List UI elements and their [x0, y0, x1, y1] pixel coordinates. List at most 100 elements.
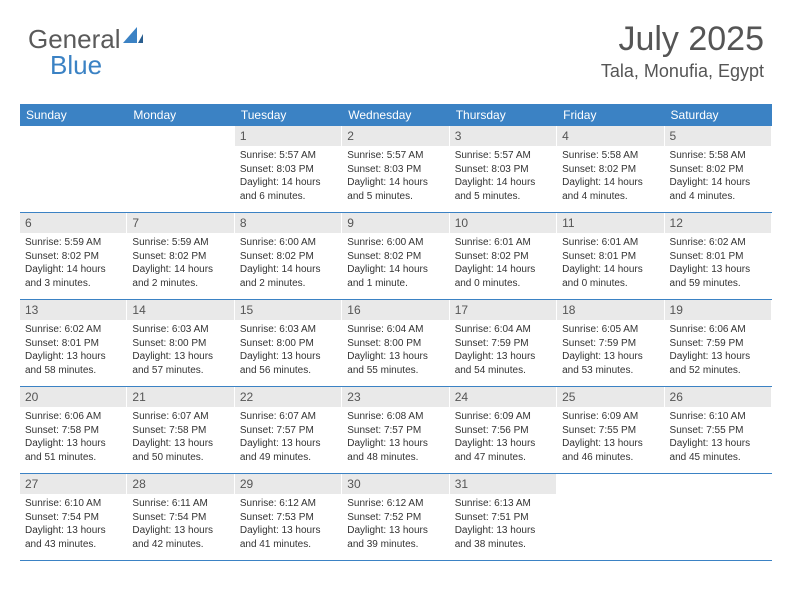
sunset-text: Sunset: 7:58 PM — [132, 424, 228, 438]
day-number: 5 — [665, 126, 771, 146]
day-number: 18 — [557, 300, 663, 320]
sunrise-text: Sunrise: 5:58 AM — [562, 149, 658, 163]
sunrise-text: Sunrise: 6:08 AM — [347, 410, 443, 424]
day-cell: 10Sunrise: 6:01 AMSunset: 8:02 PMDayligh… — [450, 213, 557, 299]
day-number: 21 — [127, 387, 233, 407]
day-cell: 31Sunrise: 6:13 AMSunset: 7:51 PMDayligh… — [450, 474, 557, 560]
daylight-text: Daylight: 13 hours and 46 minutes. — [562, 437, 658, 464]
day-body: Sunrise: 5:58 AMSunset: 8:02 PMDaylight:… — [665, 146, 771, 207]
day-body: Sunrise: 6:10 AMSunset: 7:55 PMDaylight:… — [665, 407, 771, 468]
sunrise-text: Sunrise: 5:57 AM — [347, 149, 443, 163]
daylight-text: Daylight: 13 hours and 47 minutes. — [455, 437, 551, 464]
day-number: 6 — [20, 213, 126, 233]
day-cell: 30Sunrise: 6:12 AMSunset: 7:52 PMDayligh… — [342, 474, 449, 560]
empty-cell — [665, 474, 772, 560]
day-body: Sunrise: 6:01 AMSunset: 8:01 PMDaylight:… — [557, 233, 663, 294]
daylight-text: Daylight: 13 hours and 43 minutes. — [25, 524, 121, 551]
day-body: Sunrise: 6:05 AMSunset: 7:59 PMDaylight:… — [557, 320, 663, 381]
weeks-container: 1Sunrise: 5:57 AMSunset: 8:03 PMDaylight… — [20, 126, 772, 561]
sunset-text: Sunset: 8:03 PM — [347, 163, 443, 177]
sunrise-text: Sunrise: 6:10 AM — [25, 497, 121, 511]
location: Tala, Monufia, Egypt — [601, 61, 764, 82]
day-cell: 14Sunrise: 6:03 AMSunset: 8:00 PMDayligh… — [127, 300, 234, 386]
day-cell: 5Sunrise: 5:58 AMSunset: 8:02 PMDaylight… — [665, 126, 772, 212]
daylight-text: Daylight: 14 hours and 2 minutes. — [132, 263, 228, 290]
sunset-text: Sunset: 8:02 PM — [455, 250, 551, 264]
sunrise-text: Sunrise: 6:09 AM — [562, 410, 658, 424]
sunset-text: Sunset: 7:55 PM — [562, 424, 658, 438]
sunrise-text: Sunrise: 6:09 AM — [455, 410, 551, 424]
sunrise-text: Sunrise: 6:04 AM — [455, 323, 551, 337]
day-cell: 9Sunrise: 6:00 AMSunset: 8:02 PMDaylight… — [342, 213, 449, 299]
sunset-text: Sunset: 8:02 PM — [670, 163, 766, 177]
day-number: 10 — [450, 213, 556, 233]
day-number: 14 — [127, 300, 233, 320]
day-cell: 25 Sunrise: 6:09 AMSunset: 7:55 PMDayligh… — [557, 387, 664, 473]
day-number: 26 — [665, 387, 771, 407]
daylight-text: Daylight: 13 hours and 59 minutes. — [670, 263, 766, 290]
day-cell: 2Sunrise: 5:57 AMSunset: 8:03 PMDaylight… — [342, 126, 449, 212]
daylight-text: Daylight: 14 hours and 6 minutes. — [240, 176, 336, 203]
sunrise-text: Sunrise: 6:11 AM — [132, 497, 228, 511]
sunrise-text: Sunrise: 5:59 AM — [25, 236, 121, 250]
sunrise-text: Sunrise: 6:02 AM — [670, 236, 766, 250]
day-body: Sunrise: 6:03 AMSunset: 8:00 PMDaylight:… — [127, 320, 233, 381]
sunset-text: Sunset: 8:02 PM — [132, 250, 228, 264]
day-body: Sunrise: 6:10 AMSunset: 7:54 PMDaylight:… — [20, 494, 126, 555]
daylight-text: Daylight: 14 hours and 0 minutes. — [562, 263, 658, 290]
daylight-text: Daylight: 13 hours and 57 minutes. — [132, 350, 228, 377]
day-cell: 4Sunrise: 5:58 AMSunset: 8:02 PMDaylight… — [557, 126, 664, 212]
sunset-text: Sunset: 7:59 PM — [455, 337, 551, 351]
day-cell: 23Sunrise: 6:08 AMSunset: 7:57 PMDayligh… — [342, 387, 449, 473]
day-number: 29 — [235, 474, 341, 494]
day-number: 13 — [20, 300, 126, 320]
day-cell: 7 Sunrise: 5:59 AMSunset: 8:02 PMDaylight… — [127, 213, 234, 299]
day-number: 23 — [342, 387, 448, 407]
daylight-text: Daylight: 13 hours and 55 minutes. — [347, 350, 443, 377]
daylight-text: Daylight: 14 hours and 1 minute. — [347, 263, 443, 290]
day-number: 2 — [342, 126, 448, 146]
sunset-text: Sunset: 7:58 PM — [25, 424, 121, 438]
day-cell: 12Sunrise: 6:02 AMSunset: 8:01 PMDayligh… — [665, 213, 772, 299]
daylight-text: Daylight: 13 hours and 53 minutes. — [562, 350, 658, 377]
daylight-text: Daylight: 13 hours and 45 minutes. — [670, 437, 766, 464]
day-number: 7 — [127, 213, 233, 233]
day-cell: 19Sunrise: 6:06 AMSunset: 7:59 PMDayligh… — [665, 300, 772, 386]
sunrise-text: Sunrise: 5:59 AM — [132, 236, 228, 250]
daylight-text: Daylight: 14 hours and 4 minutes. — [670, 176, 766, 203]
sunrise-text: Sunrise: 6:01 AM — [562, 236, 658, 250]
sunset-text: Sunset: 8:00 PM — [132, 337, 228, 351]
daylight-text: Daylight: 14 hours and 0 minutes. — [455, 263, 551, 290]
day-cell: 11Sunrise: 6:01 AMSunset: 8:01 PMDayligh… — [557, 213, 664, 299]
day-cell: 16Sunrise: 6:04 AMSunset: 8:00 PMDayligh… — [342, 300, 449, 386]
weekday-saturday: Saturday — [665, 104, 772, 126]
daylight-text: Daylight: 13 hours and 54 minutes. — [455, 350, 551, 377]
logo-text-blue-wrap: Blue — [50, 50, 102, 81]
day-cell: 13Sunrise: 6:02 AMSunset: 8:01 PMDayligh… — [20, 300, 127, 386]
daylight-text: Daylight: 13 hours and 58 minutes. — [25, 350, 121, 377]
sunset-text: Sunset: 7:59 PM — [670, 337, 766, 351]
daylight-text: Daylight: 13 hours and 42 minutes. — [132, 524, 228, 551]
day-body: Sunrise: 6:06 AMSunset: 7:59 PMDaylight:… — [665, 320, 771, 381]
sunrise-text: Sunrise: 6:07 AM — [240, 410, 336, 424]
sunrise-text: Sunrise: 6:02 AM — [25, 323, 121, 337]
sunrise-text: Sunrise: 6:00 AM — [347, 236, 443, 250]
day-cell: 3Sunrise: 5:57 AMSunset: 8:03 PMDaylight… — [450, 126, 557, 212]
weekday-sunday: Sunday — [20, 104, 127, 126]
day-cell: 20Sunrise: 6:06 AMSunset: 7:58 PMDayligh… — [20, 387, 127, 473]
weekday-friday: Friday — [557, 104, 664, 126]
week-row: 27Sunrise: 6:10 AMSunset: 7:54 PMDayligh… — [20, 474, 772, 561]
weekday-monday: Monday — [127, 104, 234, 126]
sunrise-text: Sunrise: 5:57 AM — [455, 149, 551, 163]
sunset-text: Sunset: 8:03 PM — [240, 163, 336, 177]
day-body: Sunrise: 5:57 AMSunset: 8:03 PMDaylight:… — [235, 146, 341, 207]
sunrise-text: Sunrise: 6:13 AM — [455, 497, 551, 511]
day-number: 19 — [665, 300, 771, 320]
day-cell: 17 Sunrise: 6:04 AMSunset: 7:59 PMDayligh… — [450, 300, 557, 386]
sunset-text: Sunset: 8:02 PM — [240, 250, 336, 264]
sunrise-text: Sunrise: 6:05 AM — [562, 323, 658, 337]
day-number: 25 — [557, 387, 663, 407]
day-body: Sunrise: 6:12 AMSunset: 7:52 PMDaylight:… — [342, 494, 448, 555]
daylight-text: Daylight: 13 hours and 50 minutes. — [132, 437, 228, 464]
day-number: 17 — [450, 300, 556, 320]
